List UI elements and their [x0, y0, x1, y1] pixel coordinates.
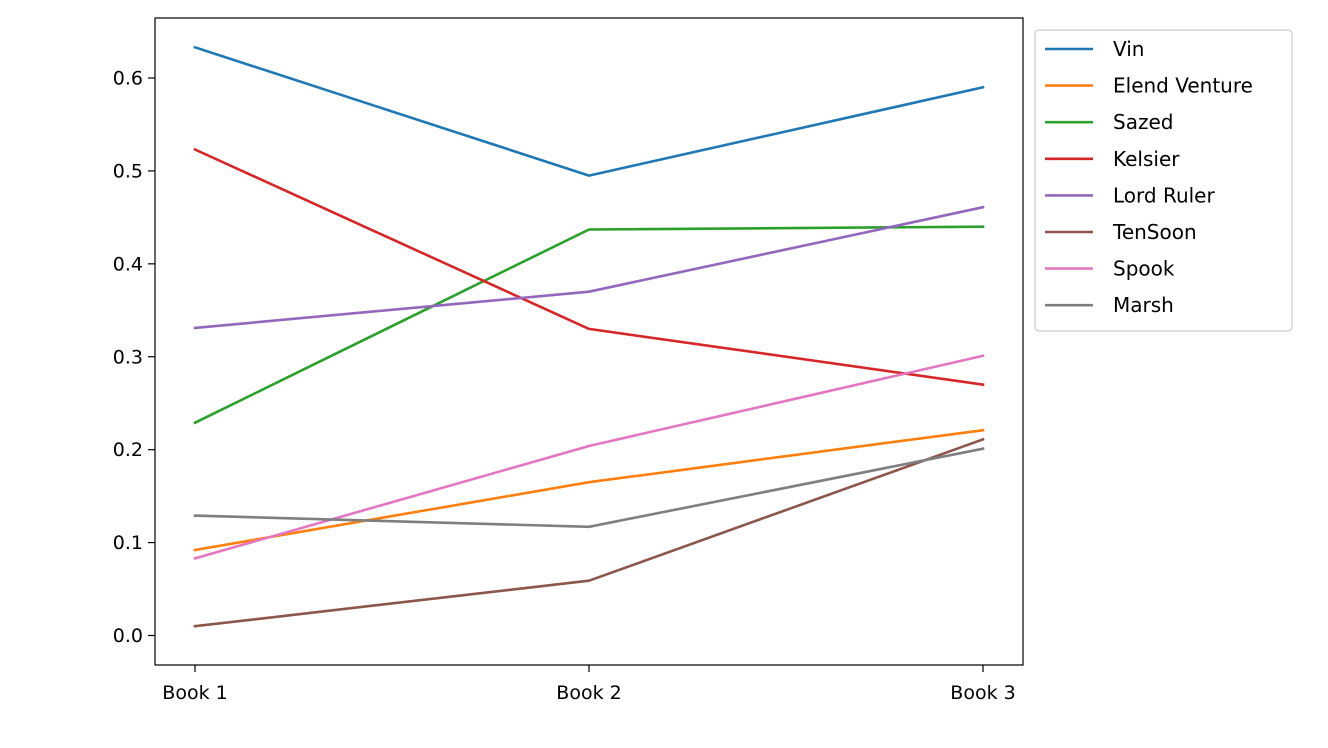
legend-label: Elend Venture: [1113, 74, 1253, 98]
legend-label: Lord Ruler: [1113, 183, 1215, 207]
legend-box: [1034, 29, 1293, 332]
series-line-vin: [193, 45, 985, 177]
y-tick-label: 0.0: [113, 625, 143, 647]
legend-label: Spook: [1113, 257, 1175, 281]
x-tick-label: Book 3: [950, 682, 1015, 704]
series-line-lord-ruler: [193, 205, 985, 330]
y-tick-label: 0.6: [113, 68, 143, 90]
series-line-sazed: [193, 225, 985, 425]
legend-label: Vin: [1113, 37, 1144, 61]
y-tick-label: 0.5: [113, 160, 143, 182]
series-line-spook: [193, 354, 985, 561]
series-line-tensoon: [193, 437, 985, 628]
y-tick-label: 0.3: [113, 346, 143, 368]
y-tick-label: 0.1: [113, 532, 143, 554]
x-axis: Book 1 Book 2 Book 3: [162, 665, 1016, 704]
x-tick-label: Book 2: [556, 682, 621, 704]
legend: Vin Elend Venture Sazed Kelsier Lord Ruler Te…: [1034, 29, 1293, 332]
legend-label: Kelsier: [1113, 147, 1180, 171]
series-line-elend-venture: [193, 428, 985, 552]
series-lines: [193, 45, 985, 628]
legend-label: Sazed: [1113, 110, 1173, 134]
y-tick-label: 0.4: [113, 253, 143, 275]
series-line-kelsier: [193, 147, 985, 387]
series-line-marsh: [193, 447, 985, 529]
plot-frame: [154, 17, 1024, 666]
legend-label: TenSoon: [1112, 220, 1197, 244]
y-axis: 0.0 0.1 0.2 0.3 0.4 0.5 0.6: [113, 68, 155, 647]
y-tick-label: 0.2: [113, 439, 143, 461]
x-tick-label: Book 1: [162, 682, 227, 704]
legend-label: Marsh: [1113, 293, 1174, 317]
